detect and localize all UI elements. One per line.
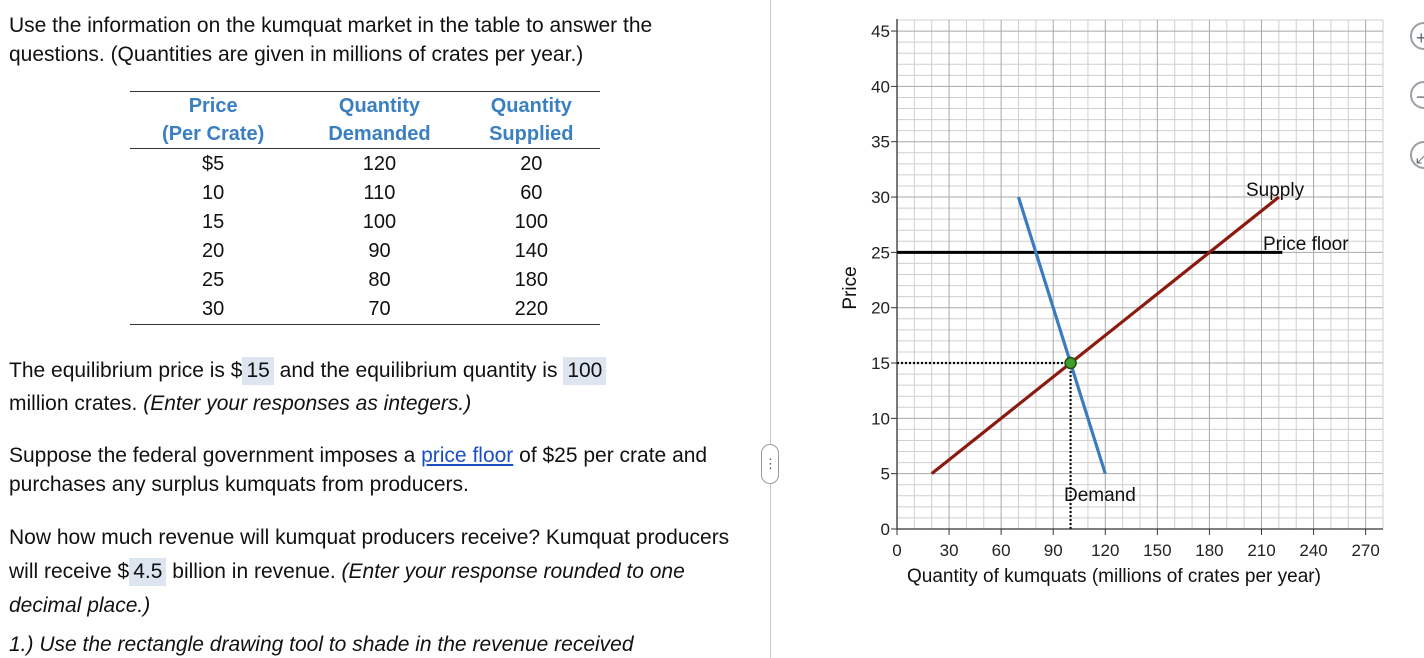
demand-label: Demand <box>1064 485 1136 506</box>
price-floor-text: Suppose the federal government imposes a… <box>9 444 708 496</box>
header-quantity-demanded: Quantity Demanded <box>296 91 463 149</box>
resize-handle[interactable]: ⋮ <box>761 444 779 484</box>
x-tick-label: 120 <box>1091 541 1119 560</box>
y-tick-label: 10 <box>871 409 890 428</box>
grid-minor <box>897 19 1384 529</box>
revenue-hint: (Enter your response rounded to one deci… <box>9 560 685 617</box>
header-quantity-supplied: Quantity Supplied <box>462 91 600 149</box>
table-row: 20 90 140 <box>130 237 600 266</box>
y-tick-labels: 0 5 10 15 20 25 30 35 40 45 <box>871 22 890 539</box>
table-cell: 100 <box>514 211 548 233</box>
panel-divider <box>770 0 771 658</box>
price-floor-label: Price floor <box>1263 234 1349 255</box>
table-cell: $5 <box>202 153 225 175</box>
x-tick-label: 210 <box>1247 541 1275 560</box>
expand-icon: ⤢ <box>1416 147 1424 167</box>
x-axis-label: Quantity of kumquats (millions of crates… <box>907 566 1321 587</box>
supply-label: Supply <box>1246 180 1305 201</box>
demand-curve[interactable] <box>1016 196 1107 475</box>
table-cell: 110 <box>363 182 396 204</box>
y-tick-label: 20 <box>871 299 890 318</box>
revenue-answer[interactable]: 4.5 <box>129 558 167 586</box>
x-tick-label: 180 <box>1195 541 1223 560</box>
y-tick-label: 0 <box>881 520 890 539</box>
drag-handle-icon: ⋮ <box>764 456 777 471</box>
table-cell: 220 <box>514 298 548 320</box>
table-row: $5 120 20 <box>130 149 600 180</box>
y-tick-label: 25 <box>871 243 890 262</box>
x-tick-label: 270 <box>1351 541 1379 560</box>
zoom-out-button[interactable]: − <box>1410 81 1424 109</box>
market-table: Price (Per Crate) Quantity Demanded Quan… <box>130 91 600 325</box>
price-floor-link[interactable]: price floor <box>421 444 514 467</box>
y-tick-label: 30 <box>871 188 890 207</box>
table-cell: 20 <box>202 240 225 262</box>
x-tick-label: 0 <box>892 541 901 560</box>
table-cell: 120 <box>362 153 397 175</box>
table-cell: 25 <box>202 269 225 291</box>
table-cell: 100 <box>362 211 397 233</box>
y-tick-label: 5 <box>881 465 890 484</box>
table-row: 15 100 100 <box>130 208 600 237</box>
table-cell: 30 <box>202 298 225 320</box>
table-cell: 20 <box>520 153 543 175</box>
x-tick-label: 150 <box>1143 541 1171 560</box>
table-cell: 70 <box>368 298 391 320</box>
equilibrium-guides <box>897 361 1072 529</box>
x-tick-label: 240 <box>1299 541 1327 560</box>
equilibrium-price-answer[interactable]: 15 <box>242 357 274 385</box>
table-row: 30 70 220 <box>130 295 600 325</box>
table-header-row: Price (Per Crate) Quantity Demanded Quan… <box>130 91 600 149</box>
x-tick-label: 30 <box>940 541 959 560</box>
drawing-instruction: 1.) Use the rectangle drawing tool to sh… <box>9 633 634 656</box>
y-axis-label: Price <box>840 266 861 309</box>
y-tick-label: 15 <box>871 354 890 373</box>
supply-curve[interactable] <box>930 195 1280 475</box>
table-cell: 80 <box>368 269 391 291</box>
curves[interactable] <box>897 195 1283 475</box>
y-tick-label: 40 <box>871 77 890 96</box>
table-cell: 140 <box>514 240 548 262</box>
zoom-in-icon: + <box>1416 28 1424 48</box>
y-tick-label: 45 <box>871 22 890 41</box>
supply-demand-graph[interactable]: 0 30 60 90 120 150 180 210 240 270 0 5 10 15 20 25 30 35… <box>800 0 1400 600</box>
axes <box>891 19 1383 535</box>
equilibrium-point[interactable] <box>1064 356 1077 370</box>
question-panel: Use the information on the kumquat marke… <box>9 14 739 656</box>
table-cell: 15 <box>202 211 225 233</box>
x-tick-labels: 0 30 60 90 120 150 180 210 240 270 <box>892 541 1380 560</box>
intro-text: Use the information on the kumquat marke… <box>9 14 653 66</box>
equilibrium-quantity-answer[interactable]: 100 <box>563 357 607 385</box>
equilibrium-question: The equilibrium price is $15 and the equ… <box>9 354 739 420</box>
table-cell: 60 <box>520 182 543 204</box>
y-tick-label: 35 <box>871 133 890 152</box>
table-row: 25 80 180 <box>130 266 600 295</box>
x-tick-label: 90 <box>1044 541 1063 560</box>
curve-labels: Supply Price floor Demand <box>1064 180 1349 506</box>
table-cell: 90 <box>368 240 391 262</box>
expand-button[interactable]: ⤢ <box>1410 141 1424 169</box>
x-tick-label: 60 <box>992 541 1011 560</box>
zoom-out-icon: − <box>1416 87 1424 107</box>
revenue-question: Now how much revenue will kumquat produc… <box>9 526 730 617</box>
equilibrium-hint: (Enter your responses as integers.) <box>143 392 472 415</box>
table-cell: 180 <box>514 269 548 291</box>
header-price: Price (Per Crate) <box>130 91 297 149</box>
zoom-in-button[interactable]: + <box>1410 22 1424 50</box>
table-cell: 10 <box>202 182 225 204</box>
table-row: 10 110 60 <box>130 179 600 208</box>
